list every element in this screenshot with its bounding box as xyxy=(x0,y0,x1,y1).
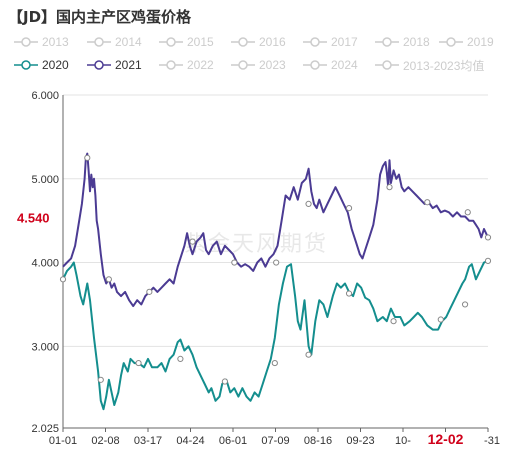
series-point-2021 xyxy=(189,238,196,245)
legend-item-2017[interactable]: 2017 xyxy=(303,33,358,51)
legend-item-2019[interactable]: 2019 xyxy=(439,33,494,51)
series-point-2021 xyxy=(386,184,393,191)
legend-item-2023[interactable]: 2023 xyxy=(231,56,286,74)
legend-marker-icon xyxy=(159,60,183,70)
legend-item-2015[interactable]: 2015 xyxy=(159,33,214,51)
series-point-2020 xyxy=(437,316,444,323)
legend-marker-icon xyxy=(159,37,183,47)
legend-item-2020[interactable]: 2020 xyxy=(14,56,69,74)
x-tick-label: 01-01 xyxy=(49,435,77,447)
series-point-2021 xyxy=(424,199,431,206)
series-point-2021 xyxy=(146,288,153,295)
legend-label: 2023 xyxy=(259,58,286,72)
series-point-2020 xyxy=(271,359,278,367)
legend-label: 2017 xyxy=(331,35,358,49)
legend-label: 2020 xyxy=(42,58,69,72)
legend-item-2024[interactable]: 2024 xyxy=(303,56,358,74)
legend-marker-icon xyxy=(87,37,111,47)
x-tick-label: 03-17 xyxy=(134,435,162,447)
legend-item-2018[interactable]: 2018 xyxy=(375,33,430,51)
legend-label: 2014 xyxy=(115,35,142,49)
y-tick-label: 4.000 xyxy=(31,258,59,270)
legend-label: 2018 xyxy=(403,35,430,49)
legend-label: 2022 xyxy=(187,58,214,72)
x-tick-label: -31 xyxy=(484,435,500,447)
y-tick-label: 2.025 xyxy=(31,423,59,435)
legend-marker-icon xyxy=(231,60,255,70)
y-tick-label: 5.000 xyxy=(31,174,59,186)
series-point-2021 xyxy=(105,276,112,283)
legend-marker-icon xyxy=(375,60,399,70)
x-tick-label: 09-23 xyxy=(346,435,374,447)
series-point-2020 xyxy=(221,378,229,385)
series-point-2021 xyxy=(345,204,353,212)
legend-item-2021[interactable]: 2021 xyxy=(87,56,142,74)
legend-marker-icon xyxy=(14,60,38,70)
legend-item-2013-2023均值[interactable]: 2013-2023均值 xyxy=(375,56,484,74)
series-point-2021 xyxy=(231,259,238,266)
y-tick-label: 6.000 xyxy=(31,90,59,102)
chart-title: 【JD】国内主产区鸡蛋价格 xyxy=(8,8,192,26)
legend-item-2016[interactable]: 2016 xyxy=(231,33,286,51)
y-tick-label: 3.000 xyxy=(31,341,59,353)
legend-label: 2021 xyxy=(115,58,142,72)
legend-item-2013[interactable]: 2013 xyxy=(14,33,69,51)
series-point-2020 xyxy=(305,351,312,358)
current-value-label: 4.540 xyxy=(17,210,50,225)
series-point-2020 xyxy=(177,355,184,362)
legend-marker-icon xyxy=(303,37,327,47)
legend-marker-icon xyxy=(303,60,327,70)
series-line-2021 xyxy=(62,152,489,308)
legend-marker-icon xyxy=(14,37,38,47)
series-point-2020 xyxy=(59,276,67,283)
series-point-2021 xyxy=(464,209,471,216)
x-tick-label: 06-01 xyxy=(219,435,247,447)
series-point-2020 xyxy=(97,376,104,383)
x-tick-label: 07-09 xyxy=(261,435,289,447)
legend-label: 2024 xyxy=(331,58,358,72)
series-point-2020 xyxy=(390,318,397,325)
x-tick-label: 10- xyxy=(395,435,411,447)
x-tick-label: 02-08 xyxy=(91,435,119,447)
series-point-2020 xyxy=(345,290,353,297)
x-tick-label: 08-16 xyxy=(304,435,332,447)
series-point-2021 xyxy=(84,154,91,161)
legend-marker-icon xyxy=(231,37,255,47)
legend-label: 2013 xyxy=(42,35,69,49)
legend-label: 2016 xyxy=(259,35,286,49)
legend-label: 2019 xyxy=(467,35,494,49)
series-line-2020 xyxy=(62,259,489,411)
legend-marker-icon xyxy=(87,60,111,70)
series-point-2020 xyxy=(135,359,142,367)
x-tick-label: 04-24 xyxy=(176,435,204,447)
series-point-2021 xyxy=(273,259,280,266)
series-point-2021 xyxy=(305,200,312,208)
series-point-2020 xyxy=(461,301,469,308)
legend-label: 2013-2023均值 xyxy=(403,58,485,73)
series-point-2020 xyxy=(484,257,492,264)
legend-marker-icon xyxy=(439,37,463,47)
x-tick-label-highlight: 12-02 xyxy=(428,431,464,447)
legend-label: 2015 xyxy=(187,35,214,49)
legend-item-2022[interactable]: 2022 xyxy=(159,56,214,74)
series-point-2021 xyxy=(484,234,492,241)
legend-marker-icon xyxy=(375,37,399,47)
legend-item-2014[interactable]: 2014 xyxy=(87,33,142,51)
